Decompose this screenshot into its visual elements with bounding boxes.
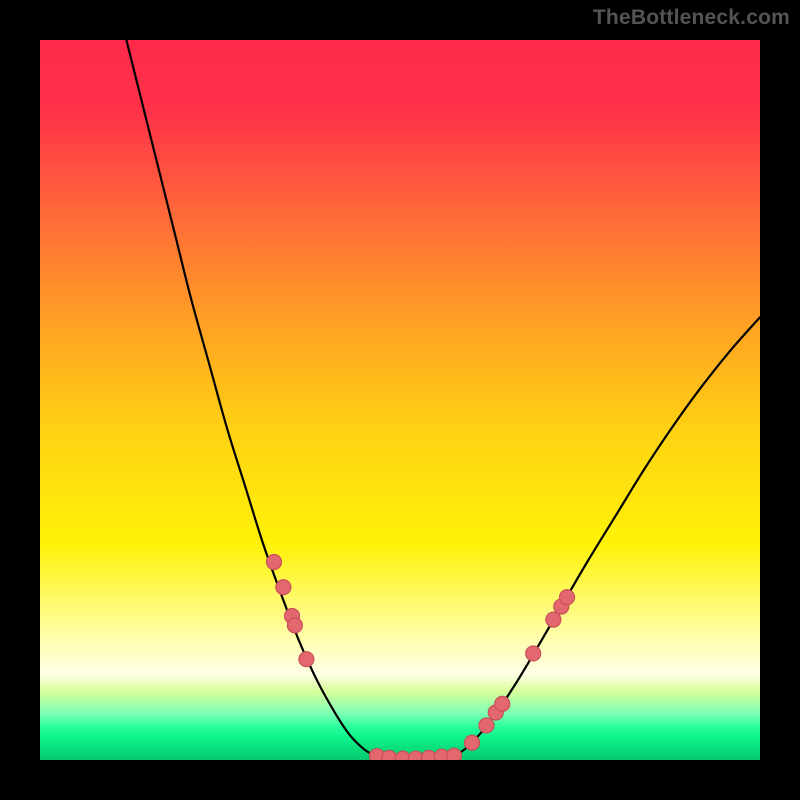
marker-point	[276, 580, 291, 595]
plot-area	[40, 40, 760, 760]
watermark-text: TheBottleneck.com	[593, 6, 790, 30]
marker-point	[560, 590, 575, 605]
marker-point	[495, 696, 510, 711]
marker-point	[526, 646, 541, 661]
marker-point	[287, 618, 302, 633]
marker-point	[546, 612, 561, 627]
outer-frame: TheBottleneck.com	[0, 0, 800, 800]
chart-svg	[40, 40, 760, 760]
marker-point	[382, 750, 397, 760]
marker-point	[465, 735, 480, 750]
chart-background	[40, 40, 760, 760]
marker-point	[267, 555, 282, 570]
marker-point	[299, 652, 314, 667]
marker-point	[447, 748, 462, 760]
marker-point	[479, 718, 494, 733]
